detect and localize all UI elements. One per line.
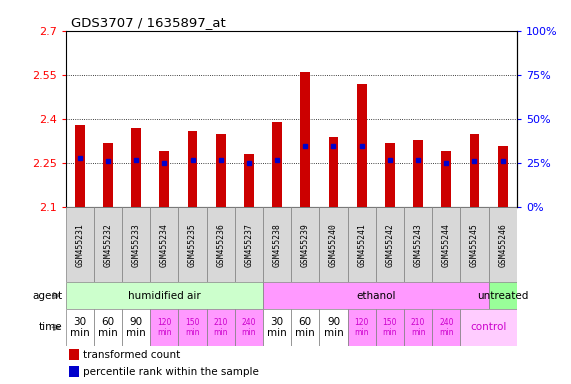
Bar [207, 207, 235, 282]
Text: GSM455243: GSM455243 [413, 223, 423, 267]
Text: GSM455242: GSM455242 [385, 223, 395, 267]
Text: GSM455237: GSM455237 [244, 223, 254, 267]
Text: 120
min: 120 min [157, 318, 172, 337]
Bar [66, 207, 94, 282]
Bar [348, 207, 376, 282]
Text: GSM455240: GSM455240 [329, 223, 338, 267]
Bar [300, 72, 310, 207]
Bar [432, 207, 460, 282]
Bar [235, 309, 263, 346]
Text: control: control [471, 322, 506, 333]
Text: GSM455234: GSM455234 [160, 223, 169, 267]
Bar [188, 131, 198, 207]
Bar [150, 309, 178, 346]
Bar [291, 309, 319, 346]
Bar [103, 142, 113, 207]
Text: untreated: untreated [477, 291, 528, 301]
Bar [348, 309, 376, 346]
Text: GDS3707 / 1635897_at: GDS3707 / 1635897_at [71, 16, 226, 29]
Text: 240
min: 240 min [242, 318, 256, 337]
Text: GSM455241: GSM455241 [357, 223, 366, 267]
Bar [404, 207, 432, 282]
Bar [75, 125, 85, 207]
Bar [460, 309, 517, 346]
Text: percentile rank within the sample: percentile rank within the sample [83, 367, 259, 377]
Bar [94, 309, 122, 346]
Bar [263, 207, 291, 282]
Bar [178, 309, 207, 346]
Bar [131, 128, 141, 207]
Text: 240
min: 240 min [439, 318, 453, 337]
Text: GSM455246: GSM455246 [498, 223, 507, 267]
Text: humidified air: humidified air [128, 291, 201, 301]
Bar [291, 207, 319, 282]
Text: 30
min: 30 min [267, 316, 287, 338]
Text: 60
min: 60 min [98, 316, 118, 338]
Text: transformed count: transformed count [83, 349, 180, 359]
Bar [244, 154, 254, 207]
Text: GSM455244: GSM455244 [442, 223, 451, 267]
Text: GSM455232: GSM455232 [103, 223, 112, 267]
Text: GSM455235: GSM455235 [188, 223, 197, 267]
Text: GSM455238: GSM455238 [272, 223, 282, 267]
Bar [122, 207, 150, 282]
Bar [385, 142, 395, 207]
Bar [150, 207, 178, 282]
Text: GSM455236: GSM455236 [216, 223, 225, 267]
Bar [376, 207, 404, 282]
Text: 210
min: 210 min [411, 318, 425, 337]
Bar [263, 282, 489, 309]
Text: ethanol: ethanol [356, 291, 396, 301]
Text: agent: agent [33, 291, 63, 301]
Text: GSM455239: GSM455239 [301, 223, 310, 267]
Bar [263, 309, 291, 346]
Bar [66, 282, 263, 309]
Text: 90
min: 90 min [324, 316, 343, 338]
Bar [489, 282, 517, 309]
Bar [94, 207, 122, 282]
Bar [159, 151, 169, 207]
Bar [178, 207, 207, 282]
Bar [404, 309, 432, 346]
Bar [498, 146, 508, 207]
Bar [432, 309, 460, 346]
Bar [69, 349, 79, 360]
Text: 60
min: 60 min [295, 316, 315, 338]
Bar [207, 309, 235, 346]
Bar [460, 207, 489, 282]
Bar [122, 309, 150, 346]
Bar [328, 137, 339, 207]
Text: 120
min: 120 min [355, 318, 369, 337]
Bar [66, 309, 94, 346]
Bar [357, 84, 367, 207]
Bar [413, 140, 423, 207]
Bar [489, 207, 517, 282]
Bar [216, 134, 226, 207]
Bar [69, 366, 79, 377]
Text: time: time [39, 322, 63, 333]
Text: 150
min: 150 min [185, 318, 200, 337]
Text: GSM455231: GSM455231 [75, 223, 85, 267]
Bar [469, 134, 480, 207]
Bar [376, 309, 404, 346]
Bar [441, 151, 451, 207]
Text: GSM455233: GSM455233 [132, 223, 140, 267]
Bar [272, 122, 282, 207]
Bar [235, 207, 263, 282]
Text: 30
min: 30 min [70, 316, 90, 338]
Text: GSM455245: GSM455245 [470, 223, 479, 267]
Bar [319, 207, 348, 282]
Text: 210
min: 210 min [214, 318, 228, 337]
Bar [319, 309, 348, 346]
Text: 90
min: 90 min [126, 316, 146, 338]
Text: 150
min: 150 min [383, 318, 397, 337]
